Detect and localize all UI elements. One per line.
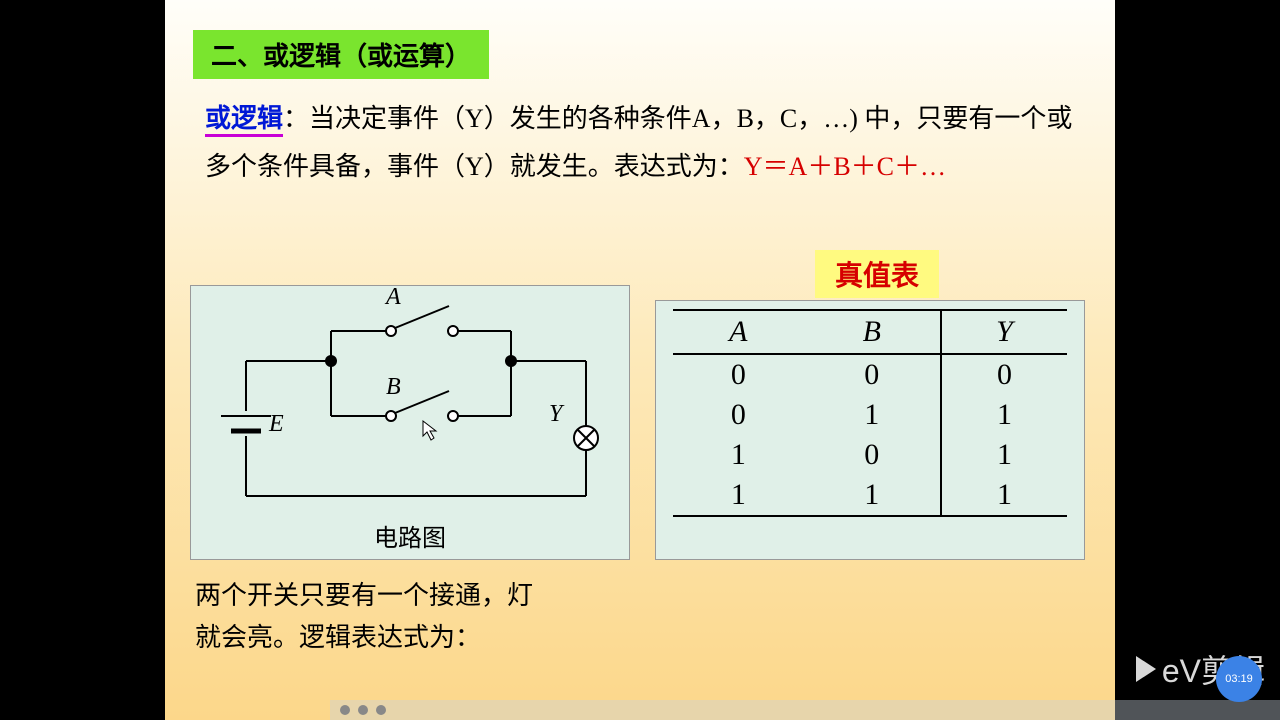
video-taskbar — [330, 700, 1280, 720]
table-cell: 0 — [673, 354, 803, 395]
taskbar-dot — [340, 705, 350, 715]
th-a: A — [673, 310, 803, 354]
table-row: 011 — [673, 395, 1067, 435]
term-highlight: 或逻辑 — [205, 104, 283, 137]
footer-line-2: 就会亮。逻辑表达式为： — [195, 617, 533, 659]
table-row: 101 — [673, 435, 1067, 475]
table-cell: 1 — [804, 395, 942, 435]
slide-content: 二、或逻辑（或运算） 或逻辑：当决定事件（Y）发生的各种条件A，B，C，…) 中… — [165, 0, 1115, 720]
table-cell: 1 — [941, 475, 1067, 516]
circuit-caption: 电路图 — [191, 518, 629, 553]
table-cell: 1 — [804, 475, 942, 516]
circuit-label-a: A — [384, 286, 401, 310]
table-row: 111 — [673, 475, 1067, 516]
table-cell: 0 — [804, 435, 942, 475]
table-cell: 1 — [941, 395, 1067, 435]
timestamp-badge: 03:19 — [1216, 656, 1262, 702]
timestamp-text: 03:19 — [1225, 673, 1253, 685]
table-cell: 1 — [941, 435, 1067, 475]
play-icon — [1136, 656, 1156, 682]
table-cell: 0 — [804, 354, 942, 395]
footer-line-1: 两个开关只要有一个接通，灯 — [195, 575, 533, 617]
taskbar-dot — [376, 705, 386, 715]
circuit-label-b: B — [386, 374, 401, 400]
th-b: B — [804, 310, 942, 354]
circuit-diagram: A B E Y 电路图 — [190, 285, 630, 560]
taskbar-dot — [358, 705, 368, 715]
truth-table-panel: A B Y 000011101111 — [655, 300, 1085, 560]
table-cell: 0 — [941, 354, 1067, 395]
circuit-label-y: Y — [549, 401, 565, 427]
table-cell: 1 — [673, 435, 803, 475]
circuit-label-e: E — [268, 411, 284, 437]
th-y: Y — [941, 310, 1067, 354]
table-cell: 1 — [673, 475, 803, 516]
cursor-icon — [423, 421, 436, 440]
truth-table: A B Y 000011101111 — [673, 309, 1067, 517]
definition-text: 或逻辑：当决定事件（Y）发生的各种条件A，B，C，…) 中，只要有一个或多个条件… — [205, 95, 1075, 191]
truth-table-label: 真值表 — [815, 250, 939, 298]
formula: Y＝A＋B＋C＋… — [744, 152, 946, 181]
table-cell: 0 — [673, 395, 803, 435]
table-row: 000 — [673, 354, 1067, 395]
footer-text: 两个开关只要有一个接通，灯 就会亮。逻辑表达式为： — [195, 575, 533, 658]
section-title: 二、或逻辑（或运算） — [193, 30, 489, 79]
